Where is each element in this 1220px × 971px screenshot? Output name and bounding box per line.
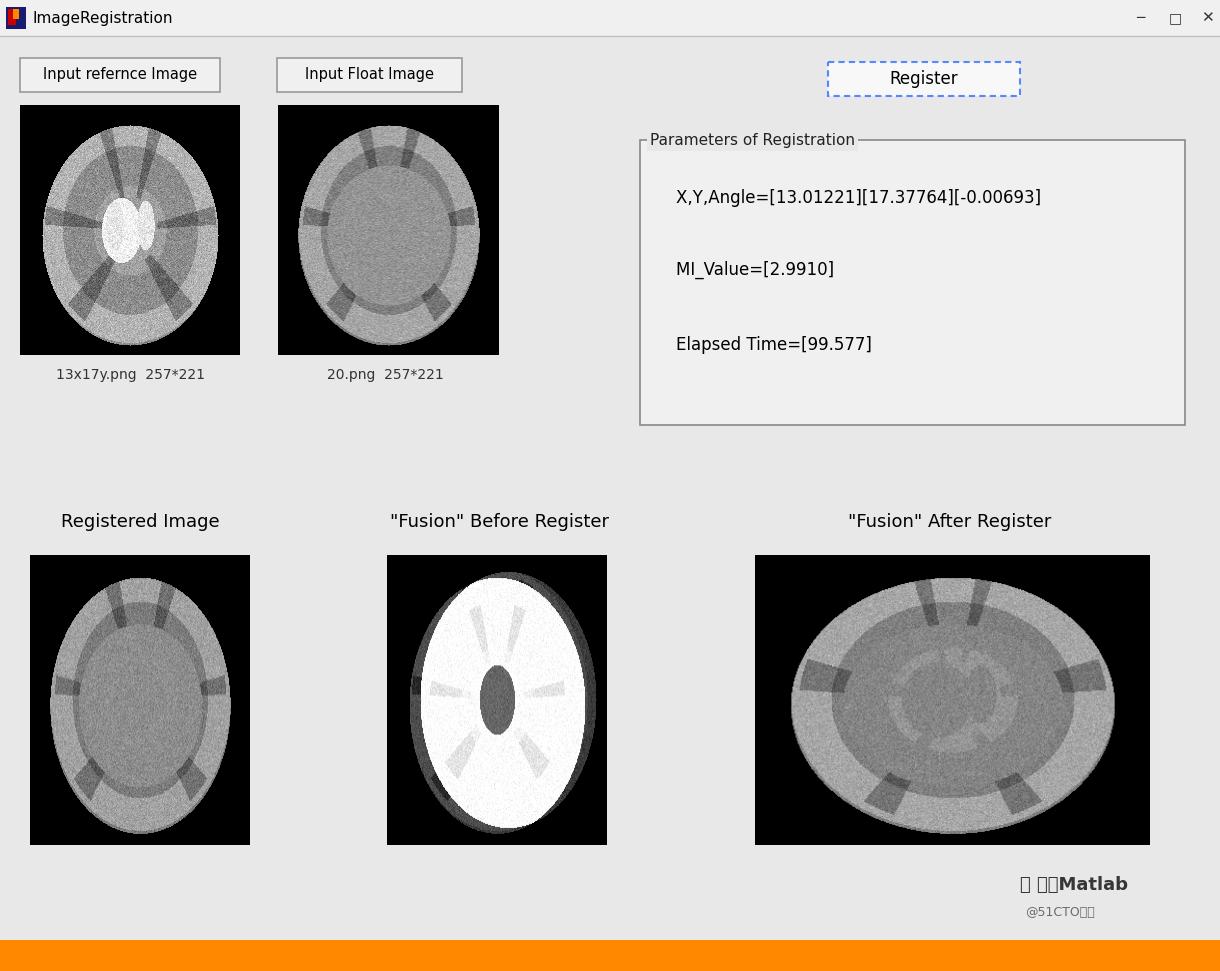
Bar xyxy=(9,9,16,25)
Bar xyxy=(277,58,462,92)
Text: X,Y,Angle=[13.01221][17.37764][-0.00693]: X,Y,Angle=[13.01221][17.37764][-0.00693] xyxy=(655,189,1041,207)
Text: "Fusion" Before Register: "Fusion" Before Register xyxy=(390,513,610,531)
Text: Register: Register xyxy=(889,70,959,88)
Text: 13x17y.png  257*221: 13x17y.png 257*221 xyxy=(55,368,205,382)
Text: 20.png  257*221: 20.png 257*221 xyxy=(327,368,443,382)
Text: "Fusion" After Register: "Fusion" After Register xyxy=(848,513,1052,531)
Text: MI_Value=[2.9910]: MI_Value=[2.9910] xyxy=(655,261,834,279)
Bar xyxy=(0,940,1220,971)
Text: Input refernce Image: Input refernce Image xyxy=(43,68,198,83)
Bar xyxy=(0,0,1220,36)
Text: Registered Image: Registered Image xyxy=(61,513,220,531)
Text: ✕: ✕ xyxy=(1200,11,1214,25)
Text: Parameters of Registration: Parameters of Registration xyxy=(650,133,855,149)
Text: □: □ xyxy=(1169,11,1181,25)
Text: ImageRegistration: ImageRegistration xyxy=(32,12,172,26)
Text: @51CTO博客: @51CTO博客 xyxy=(1025,906,1094,919)
Text: Input Float Image: Input Float Image xyxy=(305,68,434,83)
Bar xyxy=(828,62,1020,96)
Bar xyxy=(640,140,1185,425)
Bar xyxy=(20,58,220,92)
Bar xyxy=(13,9,20,19)
Bar xyxy=(6,7,26,29)
Text: 🔵 天天Matlab: 🔵 天天Matlab xyxy=(1020,876,1128,894)
Text: Elapsed Time=[99.577]: Elapsed Time=[99.577] xyxy=(655,336,872,354)
Text: ─: ─ xyxy=(1136,11,1144,25)
